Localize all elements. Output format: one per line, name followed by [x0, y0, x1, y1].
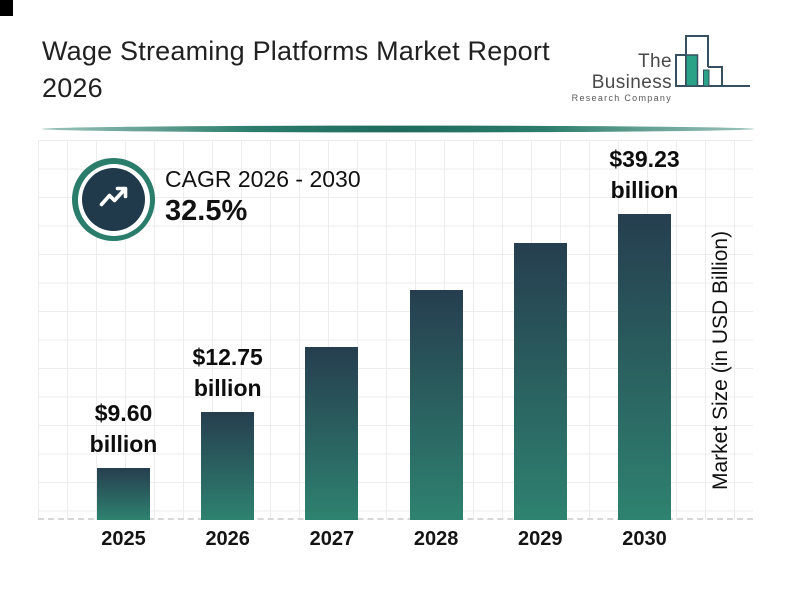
- bar-2025: [97, 468, 150, 520]
- cagr-text-block: CAGR 2026 - 2030 32.5%: [165, 165, 361, 229]
- page-title: Wage Streaming Platforms Market Report 2…: [42, 33, 572, 107]
- x-axis-label-2027: 2027: [309, 528, 355, 550]
- trending-up-arrow-icon: [94, 177, 134, 222]
- x-axis-label-2028: 2028: [413, 528, 459, 550]
- bar-2026: [201, 412, 255, 520]
- bar-2030: [618, 214, 671, 520]
- x-axis-label-2026: 2026: [205, 528, 250, 550]
- baseline-dashed-line: [38, 518, 753, 520]
- accent-divider: [42, 121, 754, 139]
- bar-2029: [513, 243, 567, 520]
- x-axis-label-2029: 2029: [518, 528, 563, 550]
- bar-value-label-2025: $9.60 billion: [89, 400, 158, 457]
- chart-plot-area: $9.60 billion $12.75 billion $39.23 billio…: [38, 140, 753, 520]
- page-title-line2: 2026: [42, 73, 103, 103]
- bar-2028: [409, 290, 463, 520]
- cagr-label: CAGR 2026 - 2030: [165, 166, 361, 192]
- y-axis-label: Market Size (in USD Billion): [709, 230, 732, 490]
- cagr-badge-ring: [77, 163, 150, 236]
- page-title-line1: Wage Streaming Platforms Market Report: [42, 36, 550, 66]
- bar-value-label-2030: $39.23 billion: [609, 146, 680, 203]
- x-axis-label-2025: 2025: [101, 528, 146, 550]
- company-logo-icon: [668, 28, 756, 97]
- cagr-value: 32.5%: [165, 195, 248, 227]
- cagr-badge-inner: [82, 168, 145, 231]
- company-logo-text: The Business Research Company: [566, 51, 672, 104]
- cagr-badge: [72, 158, 155, 241]
- x-axis-label-2030: 2030: [622, 528, 667, 550]
- company-tagline: Research Company: [571, 93, 672, 103]
- bar-value-label-2026: $12.75 billion: [192, 344, 263, 401]
- company-name: The Business: [591, 51, 672, 93]
- corner-mark: [0, 0, 13, 16]
- bar-2027: [305, 347, 359, 520]
